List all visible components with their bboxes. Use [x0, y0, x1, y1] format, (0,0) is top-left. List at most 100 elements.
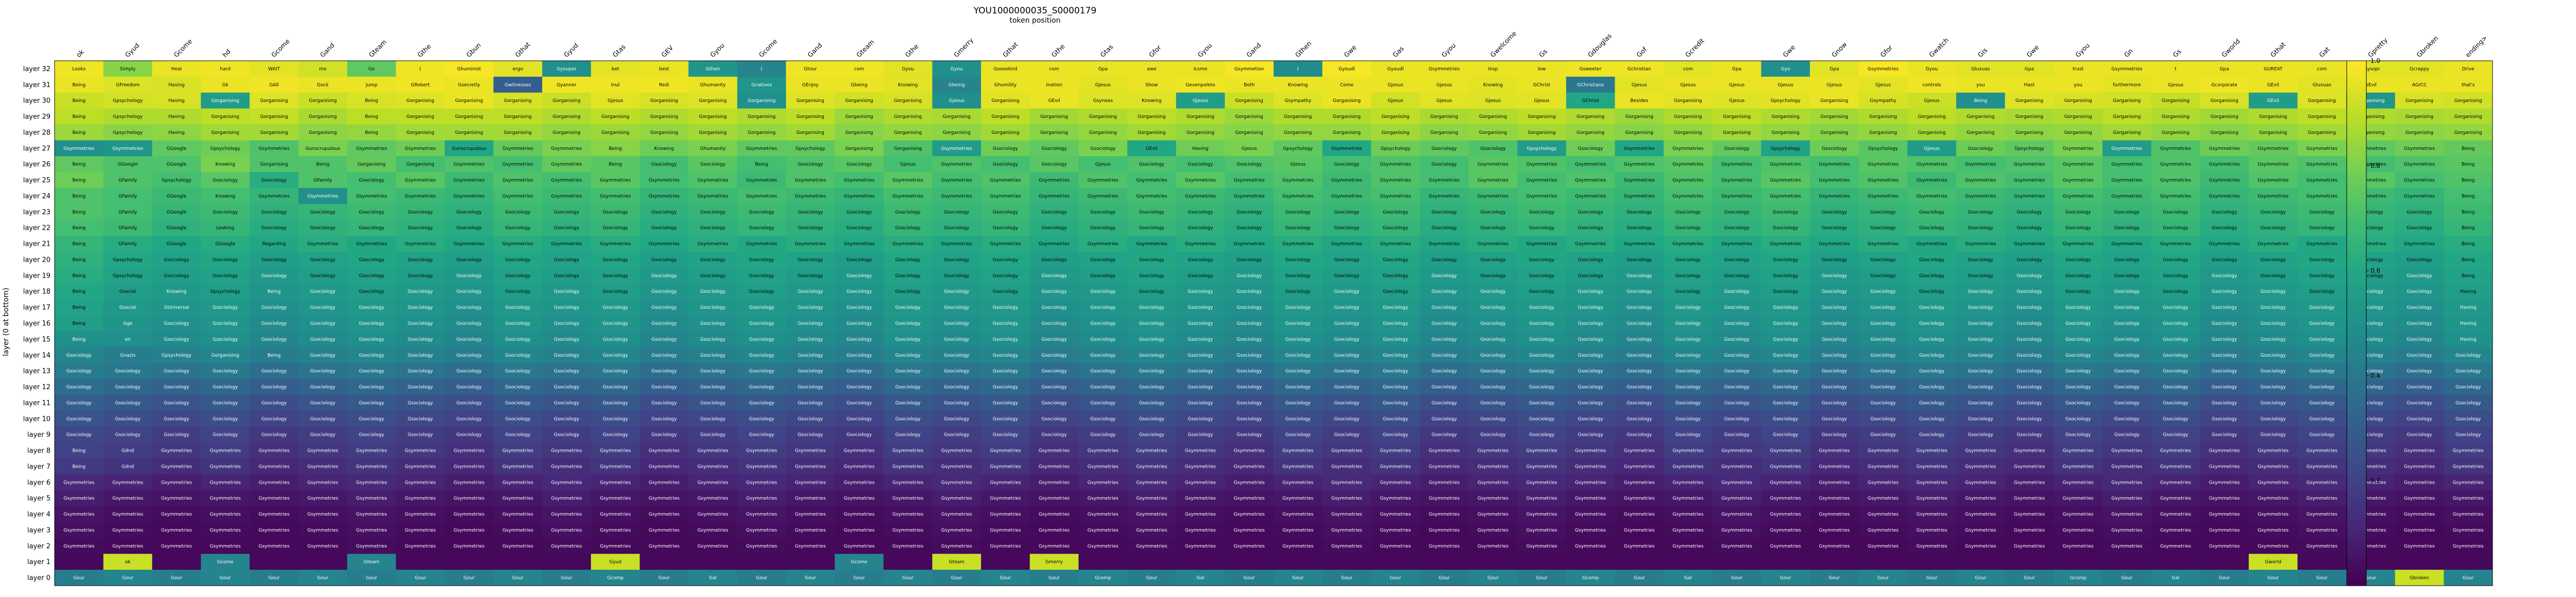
cell-token-label: Gsymmetries [1429, 449, 1460, 454]
cell-token-label: Gour [1146, 576, 1157, 581]
cell-token-label: Gsociology [310, 353, 336, 358]
cell-token-label: com [1049, 66, 1059, 72]
heatmap-cell [1127, 156, 1177, 173]
heatmap-cell [152, 140, 201, 157]
cell-token-label: Gjesus [1193, 98, 1208, 104]
cell-token-label: Gsociology [1383, 289, 1409, 295]
colorbar-segment [2347, 362, 2366, 368]
cell-token-label: GRobert [411, 82, 430, 88]
heatmap-cell [2005, 140, 2054, 157]
colorbar-segment [2347, 319, 2366, 324]
x-tick-label: GEV [660, 44, 675, 59]
cell-token-label: Gsymmetries [1185, 449, 1216, 454]
heatmap-cell [2200, 172, 2249, 189]
heatmap-cell [1907, 172, 1957, 189]
cell-token-label: Gsymmetries [405, 194, 436, 199]
heatmap-cell [981, 267, 1030, 284]
cell-token-label: Gsociology [505, 226, 531, 231]
cell-token-label: Gsymmetries [1380, 512, 1411, 517]
x-tick-label: Gand [1245, 41, 1262, 59]
heatmap-cell [2297, 76, 2347, 93]
cell-token-label: Gsymmetries [1672, 480, 1703, 485]
cell-token-label: Gsociology [2114, 289, 2140, 295]
heatmap-cell [1810, 140, 1859, 157]
cell-token-label: Gsymmetries [551, 480, 582, 485]
heatmap-cell [1956, 188, 2005, 204]
heatmap-cell [1029, 299, 1079, 316]
cell-token-label: Gsymmetries [990, 242, 1021, 247]
heatmap-cell [883, 554, 933, 570]
cell-token-label: Gsymmetries [2111, 528, 2142, 533]
cell-token-label: Gsymmetries [2063, 194, 2094, 199]
cell-token-label: Gsymmetries [1868, 496, 1899, 501]
heatmap-cell [1907, 61, 1957, 77]
cell-token-label: Gsociology [1188, 385, 1213, 390]
cell-token-label: Gorganising [211, 114, 239, 120]
heatmap-cell [152, 76, 201, 93]
colorbar-segment [2347, 323, 2366, 328]
heatmap-cell [55, 188, 104, 204]
heatmap-cell [55, 251, 104, 268]
colorbar-segment [2347, 144, 2366, 149]
cell-token-label: Gsociology [1334, 162, 1360, 167]
cell-token-label: Gteam [949, 560, 964, 565]
heatmap-cell [1322, 251, 1371, 268]
heatmap-cell [1858, 554, 1908, 570]
cell-token-label: Gsociology [359, 178, 385, 183]
cell-token-label: Gsociology [359, 369, 385, 374]
heatmap-cell [1566, 76, 1615, 93]
heatmap-cell [2005, 283, 2054, 300]
x-tick-label: Gas [1391, 45, 1405, 59]
cell-token-label: GFamily [118, 210, 138, 215]
heatmap-cell [981, 92, 1030, 109]
cell-token-label: Gsociology [2212, 353, 2238, 358]
cell-token-label: Gsymmetries [1819, 512, 1850, 517]
heatmap-cell [1176, 203, 1225, 220]
cell-token-label: Gorganising [845, 114, 873, 120]
cell-token-label: Gsymmetries [2307, 512, 2337, 517]
cell-token-label: Gsociology [1968, 401, 1994, 406]
cell-token-label: Gsymmetries [2404, 512, 2435, 517]
cell-token-label: Gsymmetries [1234, 178, 1265, 183]
x-tick-label: Gwelcome [1488, 29, 1518, 59]
heatmap-cell [1761, 140, 1810, 157]
cell-token-label: Gsociology [1529, 433, 1555, 438]
cell-token-label: Gsociology [603, 258, 629, 263]
heatmap-cell [249, 188, 299, 204]
cell-token-label: Gsociology [993, 417, 1019, 422]
cell-token-label: GChrist [1533, 82, 1551, 88]
cell-token-label: Gorganising [1820, 98, 1848, 104]
heatmap-cell [1615, 219, 1664, 236]
cell-token-label: Gsymmetries [844, 496, 875, 501]
heatmap-cell [1274, 251, 1323, 268]
heatmap-cell [1371, 251, 1420, 268]
heatmap-cell [2444, 235, 2493, 252]
cell-token-label: Gsociology [2455, 385, 2481, 390]
heatmap-cell [737, 92, 786, 109]
heatmap-cell [1176, 554, 1225, 570]
cell-token-label: Gsymmetries [112, 480, 143, 485]
heatmap-cell [1566, 203, 1615, 220]
cell-token-label: Gsociology [2065, 274, 2091, 279]
cell-token-label: Gsymmetries [2160, 464, 2191, 469]
cell-token-label: Gsociology [651, 162, 677, 167]
cell-token-label: Gsociology [164, 258, 190, 263]
cell-token-label: Gsymmetries [1770, 242, 1801, 247]
cell-token-label: Gsymmetries [2355, 162, 2386, 167]
heatmap-cell [2151, 92, 2200, 109]
heatmap-cell [786, 299, 835, 316]
cell-token-label: Being [1974, 98, 1987, 104]
cell-token-label: Gsociology [456, 385, 482, 390]
x-tick-label: Gs [1537, 47, 1549, 59]
colorbar-segment [2347, 314, 2366, 319]
cell-token-label: Gorganising [1479, 130, 1507, 135]
cell-token-label: Gsymmetries [2209, 528, 2240, 533]
y-tick-label: layer 2 [27, 542, 50, 550]
heatmap-cell [2151, 108, 2200, 125]
cell-token-label: Gyud [609, 560, 622, 565]
cell-token-label: Gsociology [2016, 401, 2042, 406]
cell-token-label: Gsociology [310, 385, 336, 390]
heatmap-cell [639, 251, 689, 268]
cell-token-label: Gpsychology [210, 146, 241, 151]
cell-token-label: Gsociology [2309, 417, 2335, 422]
